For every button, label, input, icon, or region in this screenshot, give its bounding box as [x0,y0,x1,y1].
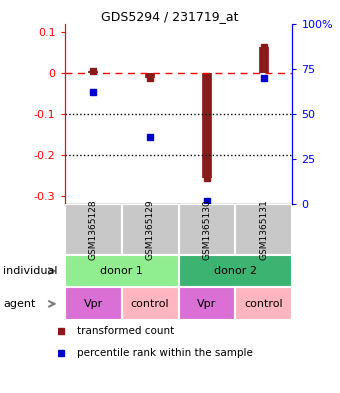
Text: transformed count: transformed count [77,326,174,336]
Text: Vpr: Vpr [197,299,217,309]
Text: percentile rank within the sample: percentile rank within the sample [77,348,253,358]
Text: GDS5294 / 231719_at: GDS5294 / 231719_at [101,10,239,23]
Bar [122,287,178,320]
Bar [65,255,178,287]
Text: agent: agent [3,299,36,309]
Bar [65,204,122,255]
Text: GSM1365129: GSM1365129 [146,199,154,260]
Text: control: control [131,299,169,309]
Bar [178,287,235,320]
Text: control: control [244,299,283,309]
Bar [235,204,292,255]
Text: GSM1365130: GSM1365130 [203,199,211,260]
Bar [65,287,122,320]
Text: donor 2: donor 2 [214,266,257,276]
Bar [122,204,178,255]
Text: GSM1365128: GSM1365128 [89,199,98,260]
Text: Vpr: Vpr [83,299,103,309]
Bar [235,287,292,320]
Text: individual: individual [3,266,58,276]
Bar [178,204,235,255]
Text: donor 1: donor 1 [100,266,143,276]
Bar [178,255,292,287]
Text: GSM1365131: GSM1365131 [259,199,268,260]
